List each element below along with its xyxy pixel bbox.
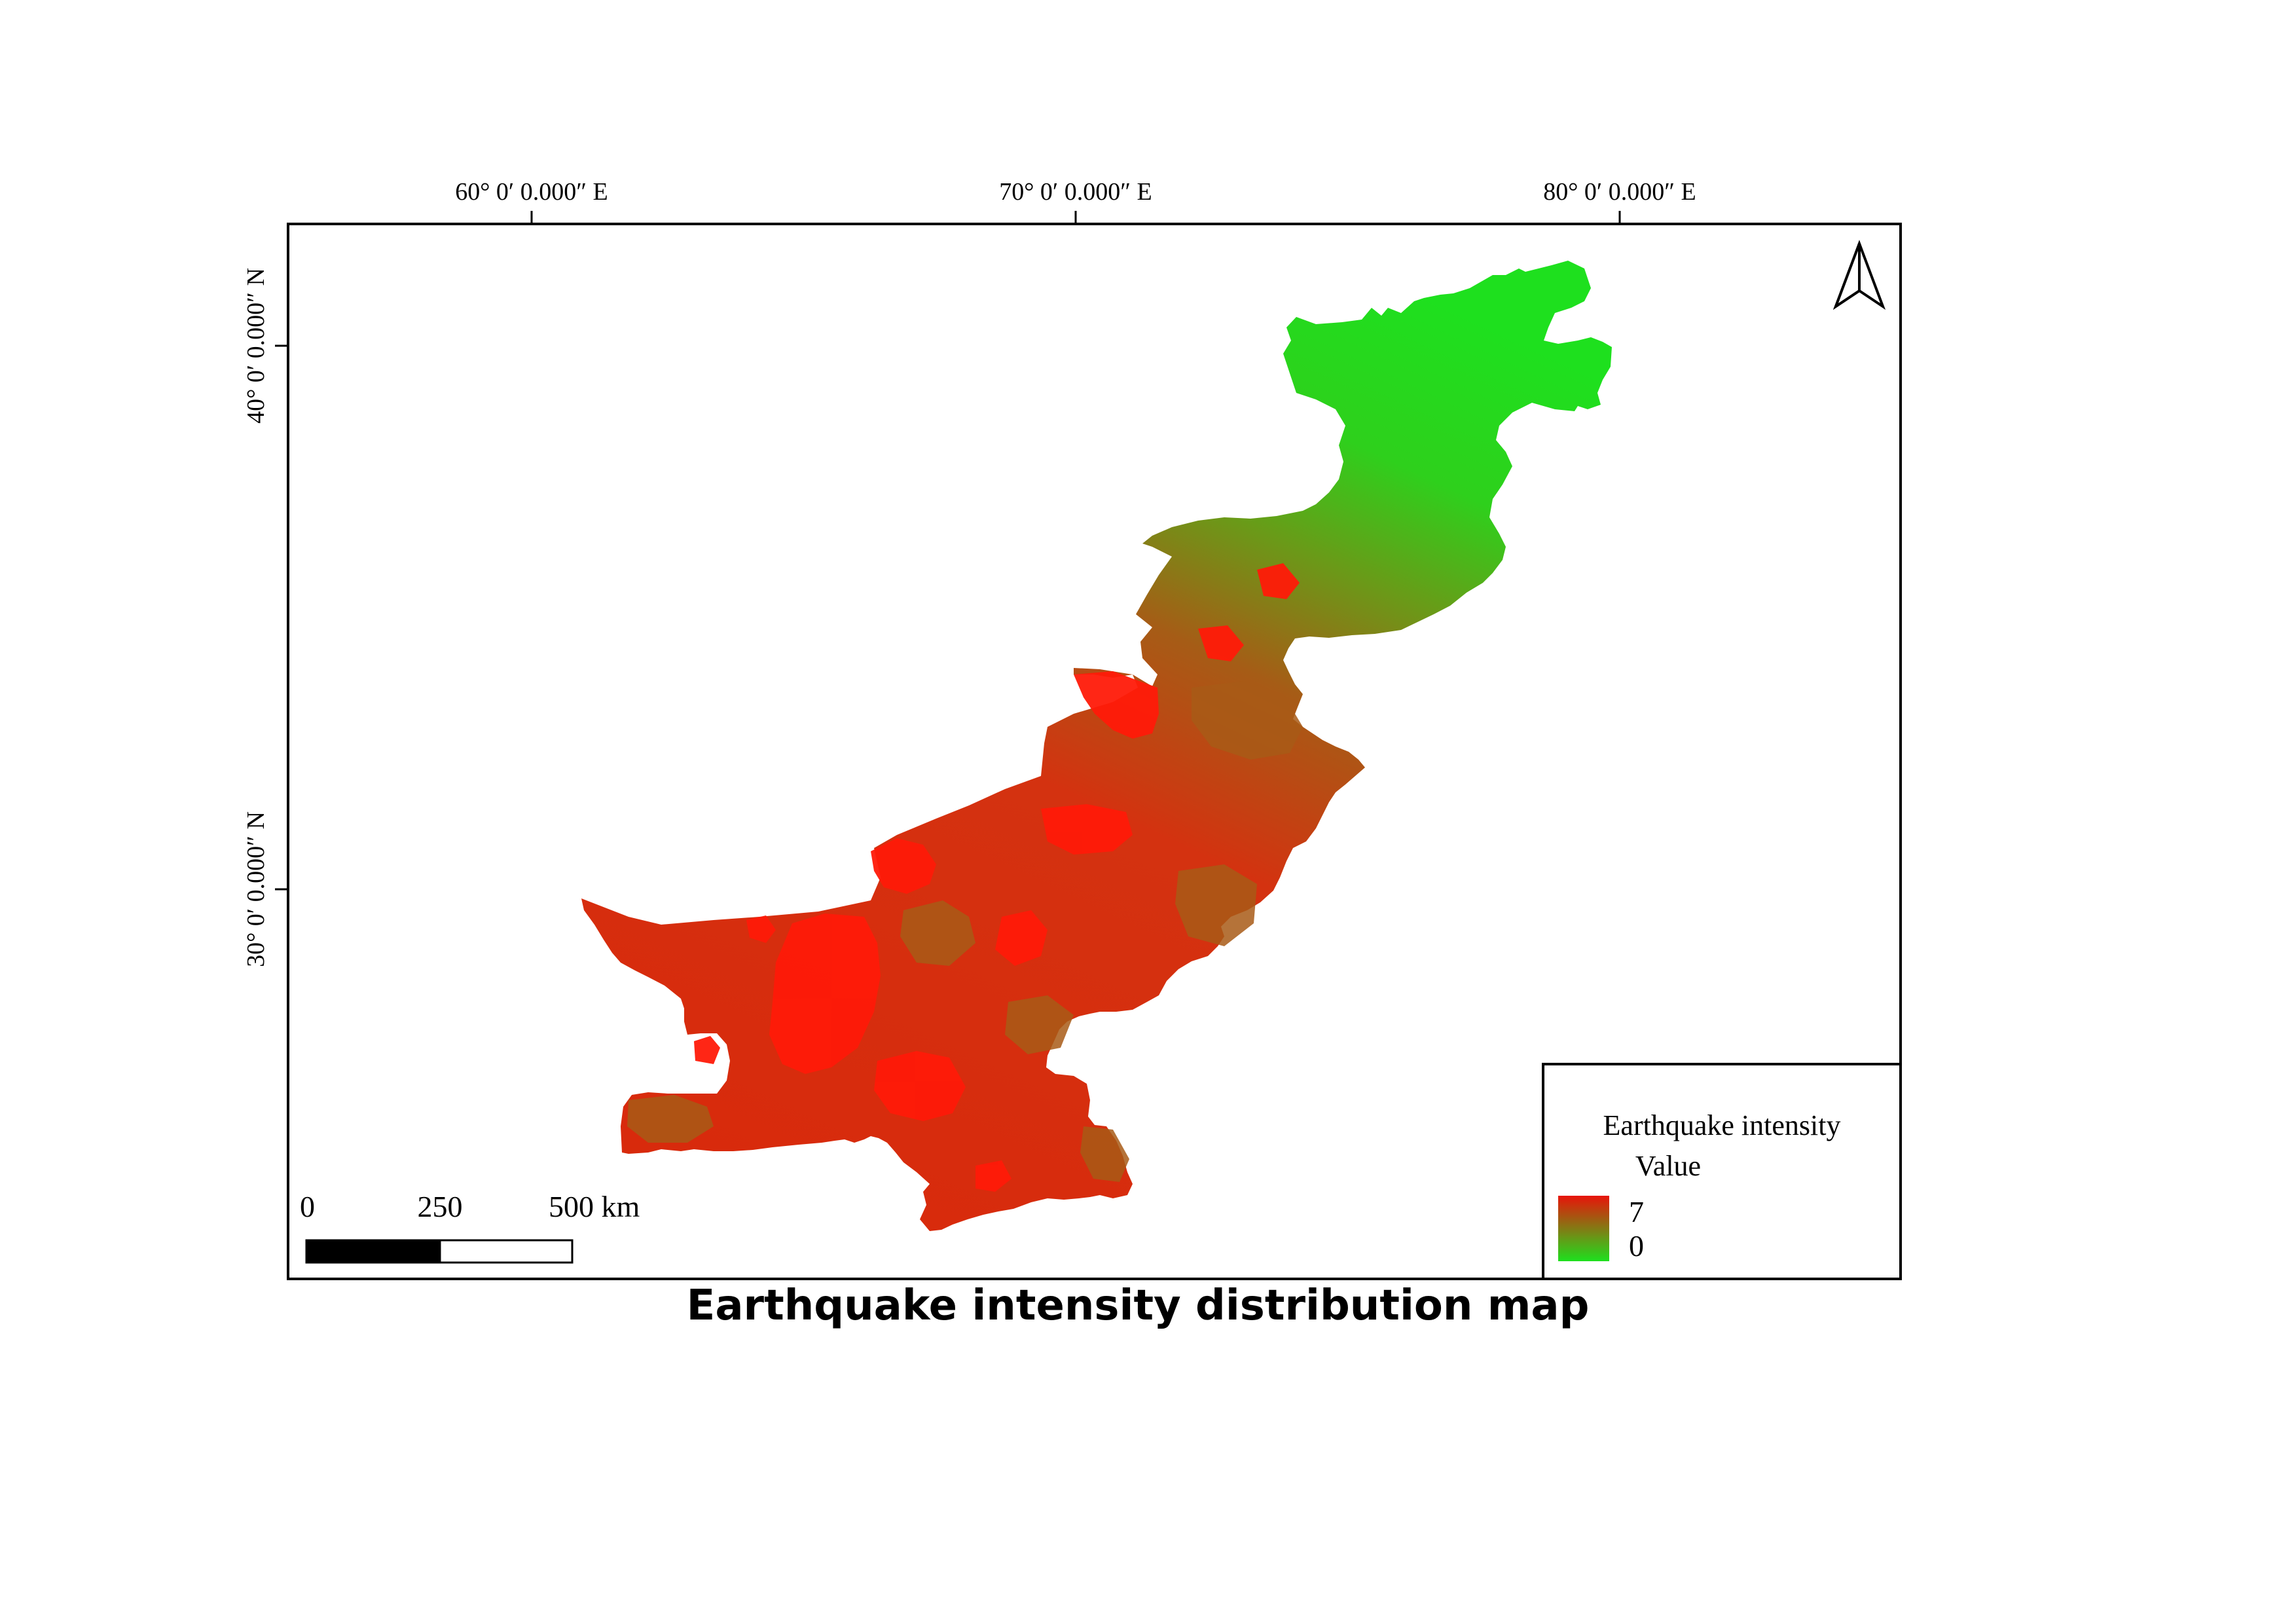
intensity-patch bbox=[1198, 625, 1244, 661]
intensity-patch bbox=[900, 900, 975, 966]
intensity-patch bbox=[874, 1051, 966, 1121]
legend-subtitle: Value bbox=[1635, 1150, 1701, 1182]
intensity-patch bbox=[1257, 563, 1300, 599]
legend-title: Earthquake intensity bbox=[1603, 1109, 1841, 1141]
intensity-patch bbox=[746, 915, 776, 943]
legend-max-label: 7 bbox=[1629, 1195, 1644, 1228]
high-intensity-patches bbox=[694, 563, 1300, 1192]
longitude-label-70e: 70° 0′ 0.000″ E bbox=[999, 178, 1152, 206]
intensity-patch bbox=[1041, 804, 1133, 855]
intensity-surface bbox=[581, 261, 1612, 1231]
intensity-patch bbox=[1005, 995, 1074, 1054]
latitude-label-40n: 40° 0′ 0.000″ N bbox=[242, 268, 270, 424]
scale-label-500km: 500 km bbox=[549, 1190, 640, 1223]
legend: Earthquake intensity Value 7 0 bbox=[1542, 1063, 1902, 1280]
scale-label-250: 250 bbox=[418, 1190, 463, 1223]
longitude-label-60e: 60° 0′ 0.000″ E bbox=[455, 178, 608, 206]
intensity-patch bbox=[1074, 671, 1159, 739]
latitude-label-30n: 30° 0′ 0.000″ N bbox=[242, 811, 270, 967]
intensity-patch bbox=[1192, 681, 1303, 760]
intensity-patch bbox=[1175, 864, 1257, 946]
graticule-ticks bbox=[275, 211, 1621, 891]
map-title: Earthquake intensity distribution map bbox=[687, 1282, 1590, 1330]
scale-bar-black-segment bbox=[305, 1239, 441, 1264]
intensity-patch bbox=[1080, 1126, 1129, 1182]
intensity-patch bbox=[769, 913, 881, 1074]
legend-color-ramp bbox=[1558, 1196, 1609, 1261]
mid-intensity-patches bbox=[627, 681, 1303, 1182]
legend-min-label: 0 bbox=[1629, 1229, 1644, 1263]
intensity-patch bbox=[627, 1095, 714, 1143]
intensity-patch bbox=[995, 910, 1048, 966]
scale-label-0: 0 bbox=[300, 1190, 315, 1223]
north-arrow-icon bbox=[1832, 240, 1886, 310]
scale-bar-white-segment bbox=[439, 1239, 574, 1264]
longitude-label-80e: 80° 0′ 0.000″ E bbox=[1543, 178, 1696, 206]
scale-bar: 0 250 500 km bbox=[300, 1190, 640, 1264]
intensity-patch bbox=[871, 838, 936, 894]
intensity-patch bbox=[975, 1160, 1011, 1192]
intensity-patch bbox=[694, 1036, 720, 1064]
